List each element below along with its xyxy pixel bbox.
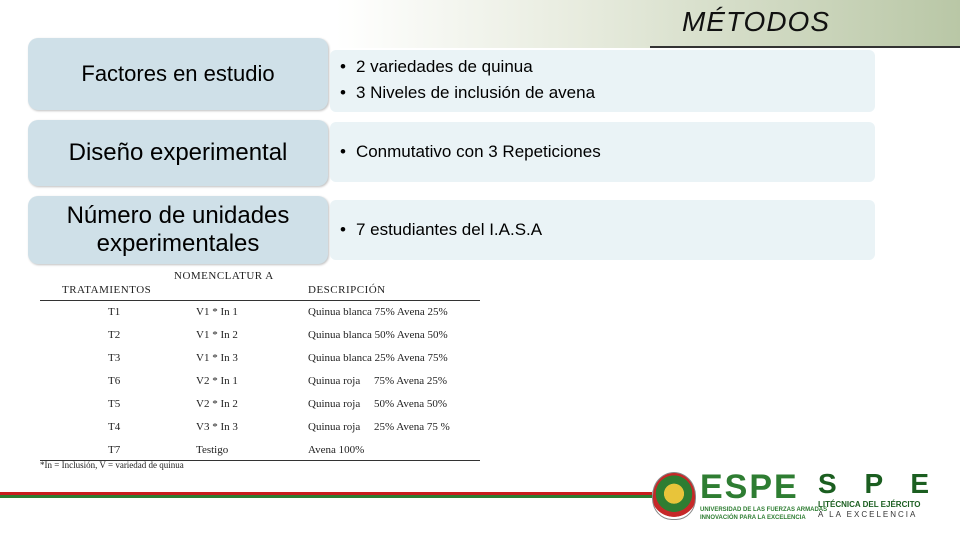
logo-wordmark-secondary: S P E xyxy=(818,468,940,499)
table-cell: V1 * In 2 xyxy=(196,329,238,341)
table-cell: Quinua roja 75% Avena 25% xyxy=(308,375,448,387)
table-cell: T2 xyxy=(108,329,121,341)
row-desc-factores: 2 variedades de quinua 3 Niveles de incl… xyxy=(330,50,875,112)
list-item: 2 variedades de quinua xyxy=(340,54,875,80)
table-cell: V3 * In 3 xyxy=(196,421,238,433)
table-cell: T4 xyxy=(108,421,121,433)
title-underline xyxy=(650,46,960,48)
espe-logo: ESPE UNIVERSIDAD DE LAS FUERZAS ARMADAS … xyxy=(648,466,960,540)
logo-secondary-subtitle: LITÉCNICA DEL EJÉRCITO xyxy=(818,500,921,509)
table-footnote: *In = Inclusión, V = variedad de quinua xyxy=(40,460,184,470)
table-rule xyxy=(40,460,480,461)
table-cell: V2 * In 1 xyxy=(196,375,238,387)
list-item: 3 Niveles de inclusión de avena xyxy=(340,80,875,106)
list-item: 7 estudiantes del I.A.S.A xyxy=(340,217,875,243)
page-title: MÉTODOS xyxy=(681,6,830,37)
table-header-tratamientos: TRATAMIENTOS xyxy=(62,284,152,296)
table-cell: Quinua blanca 75% Avena 25% xyxy=(308,306,448,318)
logo-subtitle-line: INNOVACIÓN PARA LA EXCELENCIA xyxy=(700,515,806,521)
table-cell: V2 * In 2 xyxy=(196,398,238,410)
table-cell: T3 xyxy=(108,352,121,364)
row-desc-unidades: 7 estudiantes del I.A.S.A xyxy=(330,200,875,260)
list-item: Conmutativo con 3 Repeticiones xyxy=(340,139,875,165)
nomenclature-table: TRATAMIENTOS NOMENCLATUR A DESCRIPCIÓN T… xyxy=(40,268,480,470)
logo-secondary-tagline: A LA EXCELENCIA xyxy=(818,510,918,519)
row-label-unidades: Número de unidades experimentales xyxy=(28,196,328,264)
table-cell: T5 xyxy=(108,398,121,410)
row-label-factores: Factores en estudio xyxy=(28,38,328,110)
table-cell: Quinua roja 50% Avena 50% xyxy=(308,398,448,410)
logo-subtitle: UNIVERSIDAD DE LAS FUERZAS ARMADAS INNOV… xyxy=(700,506,827,522)
row-desc-diseno: Conmutativo con 3 Repeticiones xyxy=(330,122,875,182)
table-rule xyxy=(40,300,480,301)
university-seal-icon xyxy=(652,472,696,520)
logo-wordmark: ESPE xyxy=(700,468,799,506)
table-cell: T7 xyxy=(108,444,121,456)
logo-subtitle-line: UNIVERSIDAD DE LAS FUERZAS ARMADAS xyxy=(700,507,828,513)
table-cell: T1 xyxy=(108,306,121,318)
table-cell: V1 * In 1 xyxy=(196,306,238,318)
table-cell: T6 xyxy=(108,375,121,387)
table-cell: Testigo xyxy=(196,444,229,456)
row-label-diseno: Diseño experimental xyxy=(28,120,328,186)
table-cell: Quinua roja 25% Avena 75 % xyxy=(308,421,450,433)
table-cell: V1 * In 3 xyxy=(196,352,238,364)
table-cell: Quinua blanca 25% Avena 75% xyxy=(308,352,448,364)
table-header-nomenclatura: NOMENCLATUR A xyxy=(174,270,274,282)
table-cell: Quinua blanca 50% Avena 50% xyxy=(308,329,448,341)
table-cell: Avena 100% xyxy=(308,444,365,456)
brand-stripe xyxy=(0,492,652,498)
table-header-descripcion: DESCRIPCIÓN xyxy=(308,284,386,296)
